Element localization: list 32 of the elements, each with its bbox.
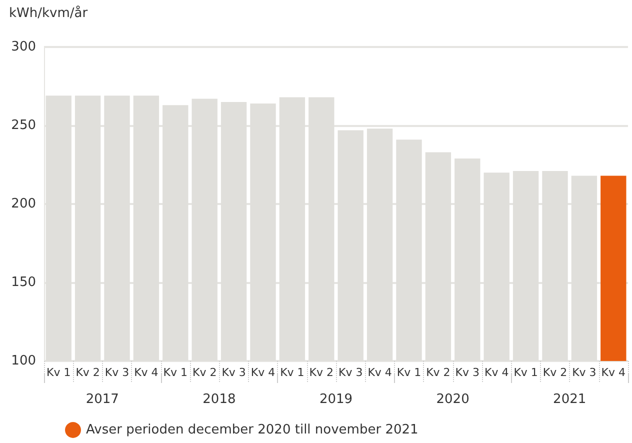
x-tick-label: Kv 2	[542, 366, 568, 379]
x-tick-label: Kv 1	[280, 366, 304, 379]
x-tick-label: Kv 4	[134, 366, 158, 379]
y-tick-label: 200	[11, 196, 36, 212]
x-tick-label: Kv 3	[222, 366, 246, 379]
y-tick-label: 100	[11, 354, 36, 368]
x-tick-label: Kv 4	[484, 366, 509, 379]
x-tick-label: Kv 3	[455, 366, 480, 379]
x-tick-label: Kv 1	[163, 366, 188, 379]
legend-label: Avser perioden december 2020 till november 2021	[86, 422, 418, 438]
x-tick-label: Kv 3	[338, 366, 363, 379]
x-tick-label: Kv 3	[572, 366, 596, 379]
x-tick-label: Kv 4	[601, 366, 626, 379]
text: 2020	[436, 392, 470, 407]
x-tick-label: Kv 1	[46, 366, 71, 379]
text: 2021	[553, 392, 586, 407]
y-tick-label: 150	[11, 275, 36, 290]
x-tick-label: Kv 3	[104, 366, 130, 379]
x-tick-label: Kv 1	[514, 366, 538, 379]
x-tick-label: Kv 2	[426, 366, 450, 379]
x-tick-label: Kv 4	[368, 366, 392, 379]
text: 2019	[319, 392, 353, 407]
x-tick-label: Kv 2	[192, 366, 217, 379]
text: 2018	[202, 392, 236, 407]
x-tick-label: Kv 1	[396, 366, 422, 379]
x-tick-label: Kv 2	[76, 366, 100, 379]
x-tick-label: Kv 4	[250, 366, 276, 379]
y-tick-label: 300	[11, 40, 36, 54]
text: 2017	[86, 392, 119, 407]
y-axis-title: kWh/kvm/år	[9, 5, 88, 21]
x-tick-label: Kv 2	[309, 366, 334, 379]
y-tick-label: 250	[11, 118, 36, 133]
